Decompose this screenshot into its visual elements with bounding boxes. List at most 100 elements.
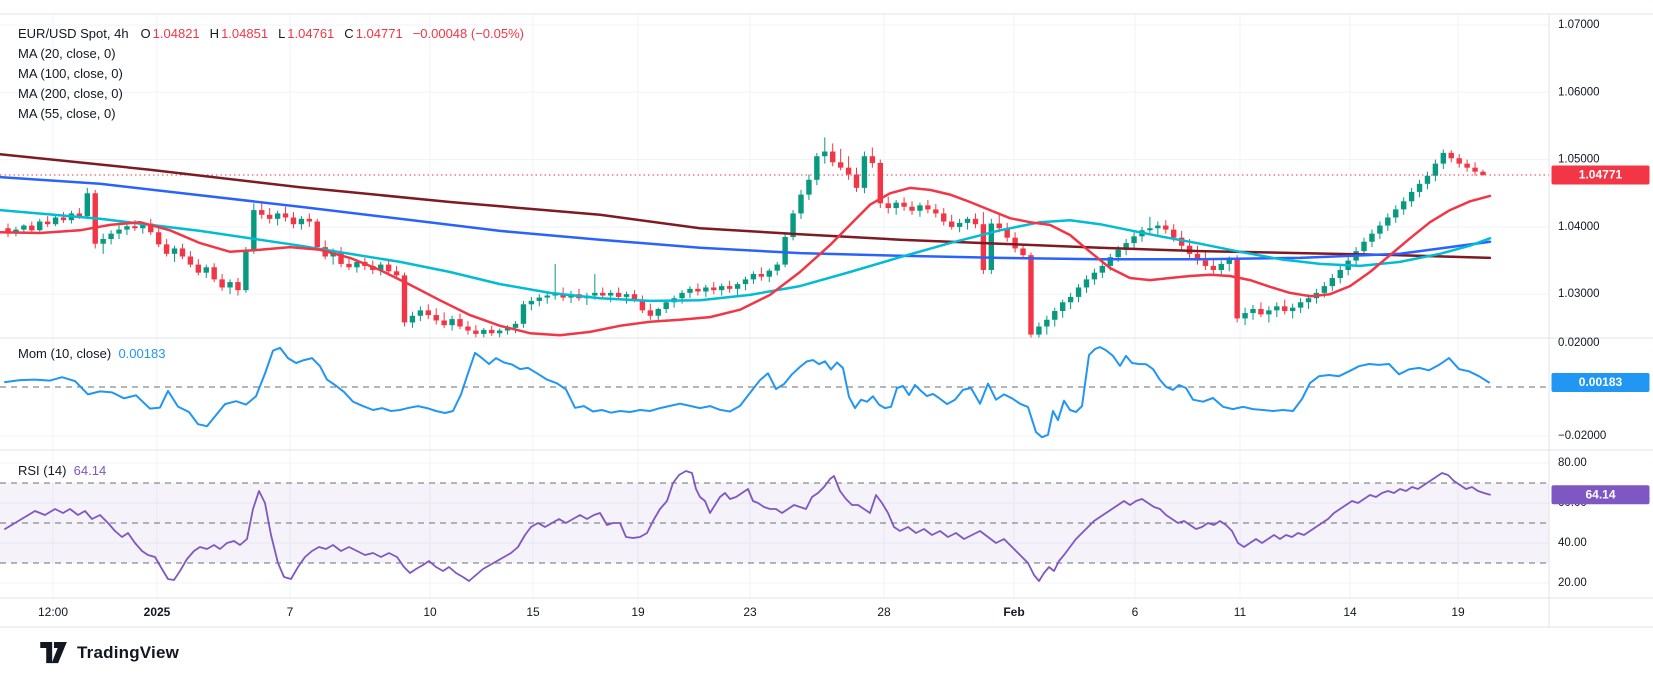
candle [235, 278, 241, 296]
candle-body [1464, 163, 1470, 168]
candle [893, 199, 899, 215]
candle-body [1266, 310, 1272, 315]
candle-body [933, 209, 939, 214]
ma200-legend[interactable]: MA (200, close, 0) [18, 86, 123, 102]
candle-body [1416, 183, 1423, 192]
candle-body [512, 323, 519, 328]
candle [84, 187, 90, 219]
candle-body [409, 315, 416, 323]
candle [1377, 221, 1383, 240]
tradingview-logo-text: TradingView [77, 643, 180, 662]
candle-body [235, 282, 241, 291]
candle [1242, 307, 1248, 326]
candle-body [1400, 201, 1407, 210]
candle-body [290, 217, 297, 225]
grid-lines [0, 14, 1549, 598]
rsi-pane[interactable] [0, 470, 1549, 582]
candle [1424, 171, 1431, 190]
time-scale[interactable]: 12:00 2025 7 10 15 19 23 28 Feb 6 11 14 19 [38, 605, 1465, 619]
candle [1400, 197, 1407, 215]
momentum-legend[interactable]: Mom (10, close) 0.00183 [18, 346, 165, 362]
candle-body [179, 248, 186, 257]
candle-body [1480, 171, 1486, 176]
candle [203, 264, 209, 279]
tradingview-logo[interactable]: TradingView [40, 642, 179, 664]
candle-body [1202, 260, 1209, 266]
candle [869, 147, 876, 168]
candle-body [917, 205, 923, 211]
candle-body [1440, 152, 1447, 164]
candle [1123, 239, 1129, 256]
candle-body [956, 222, 963, 227]
candle-body [100, 239, 106, 244]
candle-body [607, 292, 614, 296]
candle-body [536, 297, 543, 301]
candle-body [298, 218, 305, 225]
candle-body [393, 271, 400, 276]
rsi-tick-label: 40.00 [1558, 537, 1587, 549]
candle-body [243, 250, 249, 291]
candle [338, 247, 344, 268]
candle [1052, 307, 1058, 327]
momentum-value-label-text: 0.00183 [1579, 375, 1623, 389]
candle-body [346, 263, 352, 268]
candle [1393, 205, 1399, 223]
price-pane[interactable] [0, 137, 1549, 344]
momentum-pane[interactable] [0, 346, 1549, 439]
candle [1091, 268, 1098, 285]
symbol-legend-row[interactable]: EUR/USD Spot, 4h O 1.04821 H 1.04851 L 1.04761… [18, 26, 526, 42]
candle [306, 213, 313, 227]
candle [639, 295, 646, 314]
candle-body [1432, 163, 1439, 176]
candle [972, 213, 979, 229]
candle-body [1369, 233, 1375, 242]
candle-body [274, 213, 281, 219]
chart-canvas[interactable]: 1.07000 1.06000 1.05000 1.04000 1.03000 0.020… [0, 0, 1653, 628]
candle-body [774, 264, 780, 271]
candle-body [790, 213, 796, 237]
candle [520, 300, 527, 328]
candle-body [1218, 263, 1224, 270]
candle [1297, 298, 1304, 314]
time-tick-label: 11 [1234, 605, 1247, 619]
ohlc-open-label: O [140, 26, 151, 41]
price-scale[interactable]: 1.07000 1.06000 1.05000 1.04000 1.03000 0.020… [1551, 19, 1650, 589]
ma20-legend[interactable]: MA (20, close, 0) [18, 46, 116, 62]
candle [1250, 304, 1256, 320]
candle-body [972, 218, 979, 225]
candle [179, 243, 186, 260]
candle-body [1274, 306, 1280, 311]
candle-body [148, 223, 154, 233]
candle [1258, 302, 1264, 318]
ma100-legend[interactable]: MA (100, close, 0) [18, 66, 123, 82]
time-tick-label: 14 [1343, 605, 1357, 619]
candle-body [259, 210, 265, 215]
candle [108, 230, 114, 245]
candle-body [251, 210, 257, 251]
candle-body [782, 236, 788, 265]
candle [290, 212, 297, 229]
candle-body [354, 261, 360, 268]
momentum-line [4, 346, 1490, 439]
time-tick-label: 2025 [144, 605, 171, 619]
candle-body [592, 292, 598, 296]
momentum-tick-label: −0.02000 [1558, 430, 1606, 442]
candle [1028, 252, 1034, 338]
candle-body [893, 202, 899, 209]
time-tick-label: 6 [1132, 605, 1139, 619]
candle-body [941, 213, 947, 222]
time-tick-label: 19 [631, 605, 645, 619]
rsi-legend[interactable]: RSI (14) 64.14 [18, 463, 106, 479]
candle-body [750, 274, 757, 280]
candle-body [742, 279, 749, 285]
candle [901, 197, 907, 211]
ma55-legend[interactable]: MA (55, close, 0) [18, 106, 116, 122]
candle [766, 268, 772, 283]
candle-body [719, 286, 725, 291]
candle [790, 210, 796, 241]
candle-body [1052, 311, 1058, 320]
candle-body [124, 226, 130, 230]
candle [742, 276, 749, 291]
ohlc-values: O 1.04821 H 1.04851 L 1.04761 C 1.04771 −0.00048… [141, 26, 526, 41]
time-tick-label: 23 [743, 605, 757, 619]
